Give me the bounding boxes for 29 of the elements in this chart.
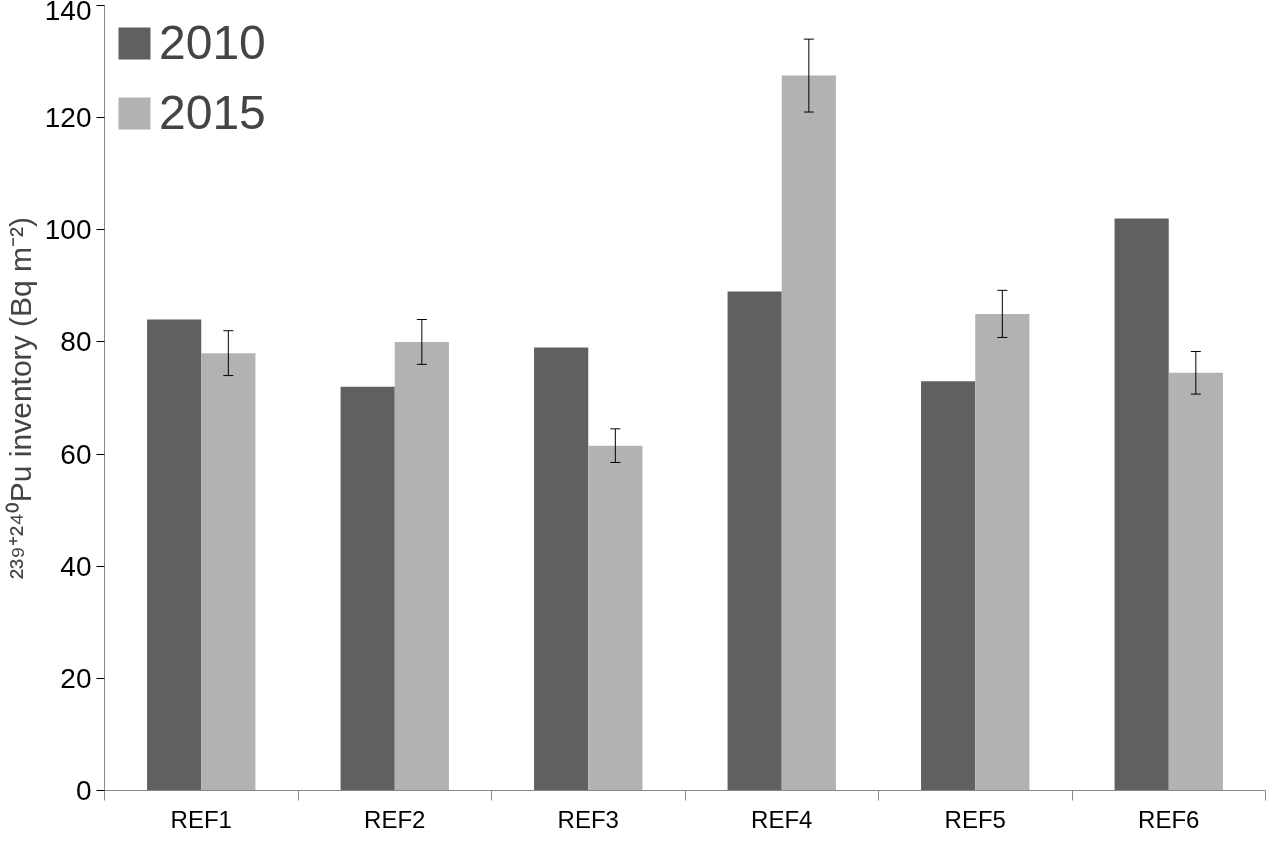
x-tick-label: REF4 [751, 805, 813, 833]
y-tick-label: 120 [44, 102, 92, 134]
y-tick-label: 80 [60, 326, 92, 358]
x-tick-label: REF1 [170, 805, 232, 833]
bar [781, 75, 836, 791]
bar [727, 291, 782, 791]
legend-label: 2015 [159, 85, 266, 140]
bar [975, 313, 1030, 791]
bar [1168, 372, 1223, 791]
y-tick-label: 0 [75, 775, 92, 806]
y-tick-label: 140 [44, 0, 92, 26]
legend-label: 2010 [159, 15, 266, 70]
x-tick-label: REF3 [557, 805, 619, 833]
y-tick-label: 20 [60, 662, 92, 694]
x-tick-label: REF2 [364, 805, 426, 833]
bar [201, 353, 256, 791]
x-tick-label: REF5 [944, 805, 1006, 833]
bar [340, 386, 395, 791]
bar [534, 347, 589, 791]
bar [147, 319, 202, 791]
bar [921, 381, 976, 791]
bar [588, 445, 643, 791]
y-tick-label: 40 [60, 550, 92, 582]
x-tick-label: REF6 [1138, 805, 1200, 833]
y-axis-title: ²³⁹⁺²⁴⁰Pu inventory (Bq m⁻²) [3, 217, 37, 579]
y-tick-label: 60 [60, 438, 92, 470]
bar [394, 341, 449, 791]
bar [1114, 218, 1169, 791]
y-tick-label: 100 [44, 214, 92, 246]
